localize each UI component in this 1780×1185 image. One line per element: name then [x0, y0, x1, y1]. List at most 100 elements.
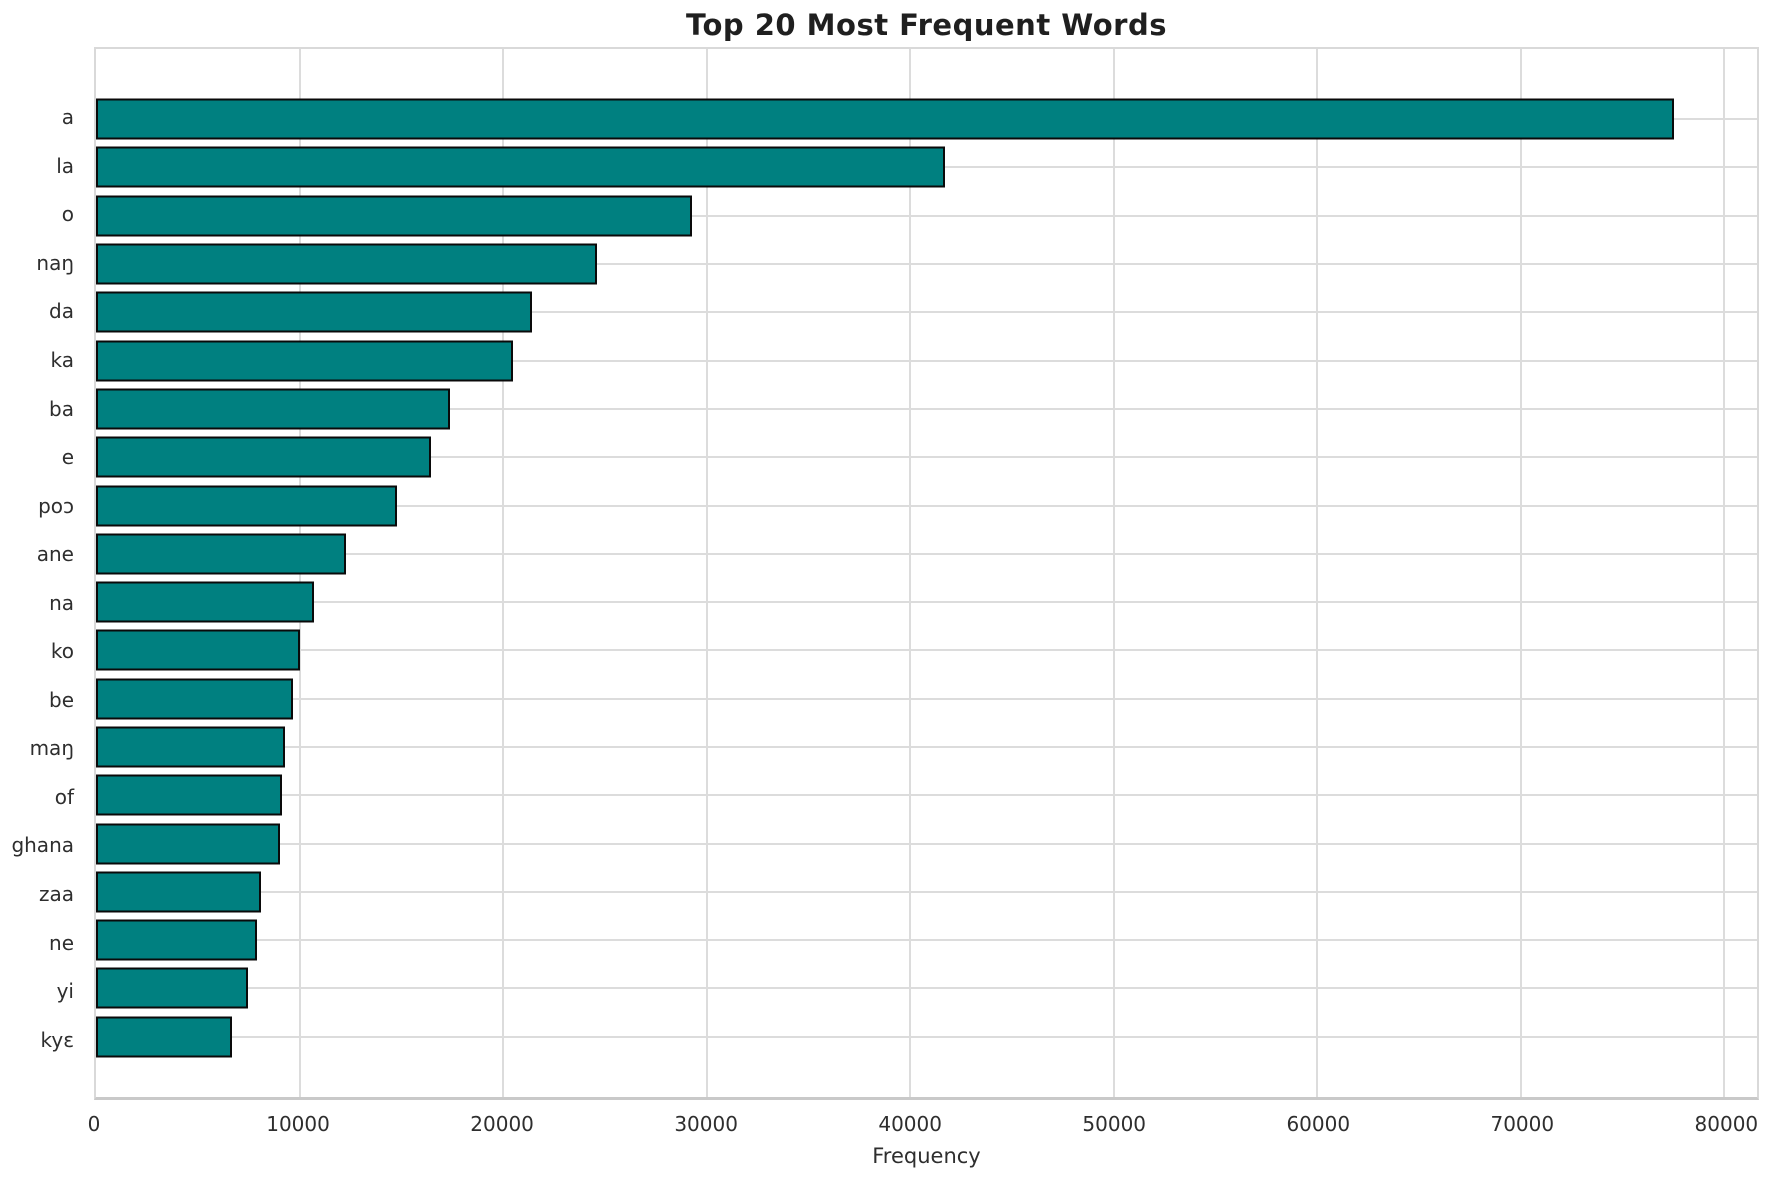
bar-row-o — [96, 192, 1757, 240]
bar-rows — [96, 49, 1757, 1097]
chart-title: Top 20 Most Frequent Words — [686, 8, 1167, 42]
bar-na — [96, 581, 314, 623]
gridline-y — [96, 552, 1757, 555]
bar-be — [96, 678, 294, 720]
gridline-y — [96, 746, 1757, 748]
x-tick-label-30000: 30000 — [674, 1112, 738, 1136]
y-tick-label-naŋ: naŋ — [36, 250, 74, 275]
bar-ane — [96, 533, 347, 575]
gridline-y — [96, 649, 1757, 652]
gridline-x-50000 — [1112, 49, 1115, 1097]
y-tick-label-zaa: zaa — [38, 882, 74, 907]
bar-ba — [96, 388, 451, 430]
bar-row-naŋ — [96, 240, 1757, 288]
y-axis-labels: a la o naŋ da ka ba e poɔ ane na ko be maŋ of ghana zaa n… — [0, 47, 74, 1100]
bar-row-na — [96, 578, 1757, 626]
gridline-x-70000 — [1519, 49, 1522, 1097]
bar-zaa — [96, 871, 261, 913]
x-tick-label-80000: 80000 — [1694, 1112, 1759, 1136]
bar-maŋ — [96, 726, 286, 768]
gridline-x-20000 — [502, 49, 505, 1097]
y-tick-label-ko: ko — [50, 639, 74, 664]
gridline-y — [96, 407, 1757, 410]
bar-naŋ — [96, 243, 597, 285]
bar-row-ko — [96, 626, 1757, 674]
y-tick-label-da: da — [49, 299, 74, 324]
x-tick-label-50000: 50000 — [1082, 1112, 1147, 1136]
bar-row-a — [96, 95, 1757, 143]
bar-row-ne — [96, 916, 1757, 964]
bar-row-be — [96, 675, 1757, 723]
x-tick-label-60000: 60000 — [1286, 1112, 1351, 1136]
bar-row-poɔ — [96, 481, 1757, 529]
gridline-x-60000 — [1316, 49, 1319, 1097]
bar-ko — [96, 629, 300, 671]
gridline-y — [96, 214, 1757, 217]
x-tick-label-40000: 40000 — [878, 1112, 942, 1136]
gridline-y — [96, 697, 1757, 700]
y-tick-label-yi: yi — [56, 979, 74, 1004]
bar-row-la — [96, 143, 1757, 191]
gridline-y — [96, 601, 1757, 604]
y-tick-label-kyɛ: kyɛ — [40, 1027, 74, 1052]
gridline-y — [96, 890, 1757, 893]
bar-row-zaa — [96, 868, 1757, 916]
y-tick-label-be: be — [49, 687, 74, 712]
bar-la — [96, 146, 945, 188]
y-tick-label-na: na — [49, 590, 74, 615]
gridline-y — [96, 794, 1757, 797]
x-tick-label-0: 0 — [87, 1112, 101, 1136]
bar-row-da — [96, 288, 1757, 336]
gridline-y — [96, 504, 1757, 507]
bar-da — [96, 291, 532, 333]
bar-poɔ — [96, 485, 398, 527]
bar-row-ka — [96, 336, 1757, 384]
bar-row-yi — [96, 964, 1757, 1012]
y-tick-label-la: la — [56, 153, 74, 178]
gridline-x-30000 — [705, 49, 708, 1097]
gridline-x-80000 — [1723, 49, 1726, 1097]
gridline-y — [96, 263, 1757, 266]
bar-row-maŋ — [96, 723, 1757, 771]
bar-row-ane — [96, 530, 1757, 578]
y-tick-label-e: e — [61, 445, 74, 470]
bar-o — [96, 195, 693, 237]
gridline-y — [96, 456, 1757, 459]
y-tick-label-maŋ: maŋ — [29, 736, 74, 761]
y-tick-label-poɔ: poɔ — [38, 493, 74, 518]
y-tick-label-ghana: ghana — [11, 833, 74, 858]
bar-ne — [96, 919, 257, 961]
bar-row-e — [96, 433, 1757, 481]
x-tick-label-70000: 70000 — [1490, 1112, 1555, 1136]
bar-row-ghana — [96, 819, 1757, 867]
x-axis-label: Frequency — [872, 1144, 981, 1168]
gridline-x-40000 — [909, 49, 912, 1097]
x-tick-label-10000: 10000 — [266, 1112, 330, 1136]
y-tick-label-a: a — [61, 105, 74, 130]
gridline-y — [96, 939, 1757, 942]
y-tick-label-ane: ane — [36, 542, 74, 567]
y-tick-label-o: o — [61, 202, 74, 227]
plot-area — [94, 47, 1759, 1100]
y-tick-label-ne: ne — [49, 930, 74, 955]
y-tick-label-ka: ka — [50, 348, 75, 372]
bar-yi — [96, 967, 248, 1009]
gridline-y — [96, 311, 1757, 314]
bar-row-of — [96, 771, 1757, 819]
y-tick-label-ba: ba — [49, 396, 74, 421]
x-tick-label-20000: 20000 — [470, 1112, 534, 1136]
gridline-y — [96, 359, 1757, 362]
bar-e — [96, 436, 431, 478]
bar-row-kyɛ — [96, 1013, 1757, 1061]
gridline-y — [96, 1035, 1757, 1038]
gridline-y — [96, 842, 1757, 845]
bar-ghana — [96, 823, 281, 865]
bar-of — [96, 774, 283, 816]
gridline-y — [96, 987, 1757, 990]
y-tick-label-of: of — [54, 784, 74, 809]
bar-row-ba — [96, 385, 1757, 433]
bar-ka — [96, 340, 514, 382]
bar-a — [96, 98, 1674, 140]
bar-kyɛ — [96, 1016, 233, 1058]
